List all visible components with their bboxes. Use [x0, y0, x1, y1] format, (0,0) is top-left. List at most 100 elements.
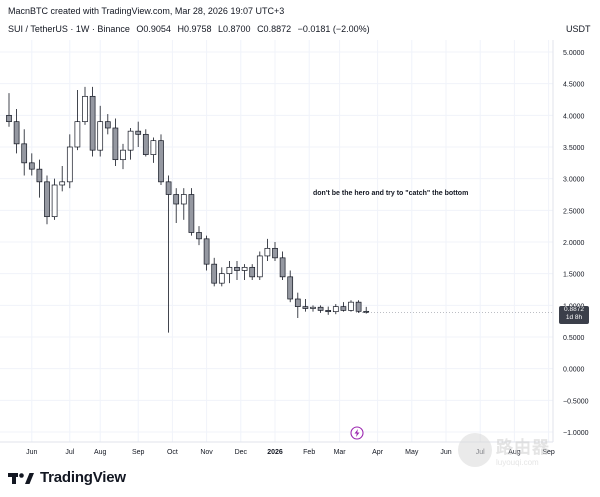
candle-body: [226, 266, 233, 275]
candle-body: [203, 238, 210, 265]
candle-body: [21, 143, 28, 164]
candle-body: [112, 127, 119, 161]
candle-body: [142, 133, 149, 155]
candle: [249, 264, 256, 280]
lightning-icon[interactable]: [350, 426, 364, 440]
time-tick-label: Jun: [440, 449, 451, 456]
creator-caption: MacnBTC created with TradingView.com, Ma…: [8, 6, 285, 16]
candle-body: [89, 95, 96, 151]
candle: [340, 302, 347, 312]
price-tick-label: −1.0000: [563, 430, 589, 437]
candle: [150, 137, 157, 163]
time-tick-label: Sep: [542, 449, 555, 456]
candle-body: [127, 130, 134, 151]
tradingview-logo-icon: [8, 472, 34, 484]
candle-body: [211, 263, 218, 284]
last-price-value: 0.8872: [564, 306, 584, 313]
candle-body: [348, 301, 354, 311]
candle-body: [302, 306, 309, 309]
tradingview-logo[interactable]: TradingView: [8, 469, 126, 486]
price-tick-label: 0.5000: [563, 335, 585, 342]
candle-body: [287, 276, 294, 300]
candle: [226, 261, 233, 284]
price-axis[interactable]: 5.0000 4.5000 4.0000 3.5000 3.0000 2.5000 2.00…: [563, 50, 589, 437]
candle: [203, 235, 210, 271]
candle: [188, 188, 195, 236]
brand-name: TradingView: [40, 469, 126, 486]
price-tick-label: 3.5000: [563, 145, 585, 152]
candle-body: [317, 306, 324, 311]
candle: [165, 175, 172, 333]
candle: [310, 305, 316, 312]
candle: [51, 178, 58, 220]
candle: [332, 304, 339, 315]
time-tick-label: Feb: [303, 449, 315, 456]
candle-body: [363, 310, 370, 313]
candle-body: [66, 146, 73, 183]
candle-body: [28, 162, 35, 170]
candle: [74, 90, 81, 151]
time-tick-label: May: [405, 449, 419, 456]
last-price-badge: 0.8872 1d 8h: [559, 306, 589, 324]
candle-body: [6, 114, 12, 123]
candle: [21, 129, 28, 176]
candles: [6, 86, 370, 333]
time-tick-label: 2026: [267, 449, 283, 456]
candle-body: [310, 306, 316, 309]
candle: [348, 300, 354, 312]
time-tick-label: Aug: [508, 449, 521, 456]
price-tick-label: 2.0000: [563, 240, 585, 247]
candle-body: [340, 306, 347, 311]
candle: [97, 105, 104, 157]
candle: [82, 86, 88, 125]
candle-body: [272, 247, 278, 259]
candle-body: [355, 301, 362, 312]
candle-body: [294, 298, 301, 307]
candle: [211, 257, 218, 287]
watermark-title: 路由器: [496, 438, 550, 457]
candle-body: [135, 130, 142, 135]
candle: [234, 261, 240, 280]
ohlc-legend: SUI / TetherUS · 1W · Binance O0.9054 H0…: [8, 24, 374, 34]
low-value: L0.8700: [218, 24, 251, 34]
candle: [272, 242, 278, 261]
candle-body: [279, 257, 286, 278]
price-tick-label: 0.0000: [563, 367, 585, 374]
candle: [6, 93, 12, 127]
candle: [264, 238, 271, 261]
candle: [256, 251, 263, 280]
candle: [104, 114, 111, 135]
candle: [89, 86, 96, 157]
time-tick-label: Apr: [372, 449, 384, 456]
time-tick-label: Jul: [65, 449, 74, 456]
candle: [325, 306, 332, 315]
candle: [196, 226, 202, 246]
candle: [127, 128, 134, 160]
time-tick-label: Aug: [94, 449, 107, 456]
candle-body: [59, 181, 66, 186]
time-tick-label: Jun: [26, 449, 37, 456]
chart-annotation[interactable]: don't be the hero and try to "catch" the…: [313, 190, 469, 197]
candle-body: [82, 95, 88, 123]
candle: [355, 300, 362, 313]
candle: [59, 166, 66, 192]
candle-body: [196, 232, 202, 240]
time-axis[interactable]: Jun Jul Aug Sep Oct Nov Dec 2026 Feb Mar Apr May Jun…: [26, 449, 555, 456]
candle: [66, 134, 73, 189]
high-value: H0.9758: [177, 24, 212, 34]
candle-body: [264, 247, 271, 257]
change-value: −0.0181 (−2.00%): [297, 24, 370, 34]
candle-body: [256, 255, 263, 278]
price-tick-label: 2.5000: [563, 208, 585, 215]
symbol-label[interactable]: SUI / TetherUS · 1W · Binance: [8, 24, 130, 34]
candle: [317, 305, 324, 313]
time-tick-label: Oct: [167, 449, 178, 456]
bar-countdown: 1d 8h: [565, 314, 583, 321]
grid: [0, 40, 553, 442]
candle: [44, 175, 50, 225]
candle: [241, 264, 248, 280]
price-tick-label: 1.5000: [563, 272, 585, 279]
candle-body: [158, 140, 164, 183]
